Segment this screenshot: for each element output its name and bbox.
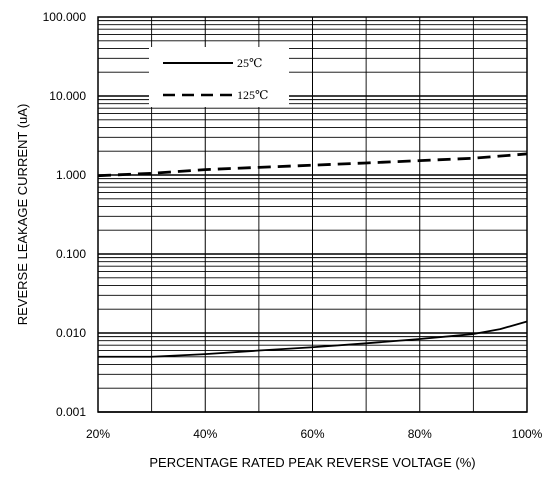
y-axis-title: REVERSE LEAKAGE CURRENT (uA) [15, 104, 30, 326]
plot-frame [97, 16, 528, 413]
x-tick-label: 100% [512, 427, 543, 441]
y-tick-label: 0.001 [56, 405, 86, 419]
legend-label-25c: 25℃ [237, 56, 262, 70]
x-axis-title: PERCENTAGE RATED PEAK REVERSE VOLTAGE (%… [149, 455, 475, 470]
y-tick-label: 0.010 [56, 326, 86, 340]
y-tick-label: 10.000 [49, 89, 86, 103]
y-tick-label: 0.100 [56, 247, 86, 261]
series-lines [97, 152, 528, 358]
legend: 25℃ 125℃ [149, 47, 289, 107]
x-tick-label: 40% [193, 427, 217, 441]
y-tick-label: 1.000 [56, 168, 86, 182]
legend-label-125c: 125℃ [237, 88, 268, 102]
y-tick-label: 100.000 [43, 10, 87, 24]
x-tick-label: 60% [300, 427, 324, 441]
y-tick-labels: 0.001 0.010 0.100 1.000 10.000 100.000 [43, 10, 87, 419]
x-tick-label: 80% [408, 427, 432, 441]
x-tick-labels: 20% 40% 60% 80% 100% [86, 427, 543, 441]
x-tick-label: 20% [86, 427, 110, 441]
grid-lines [97, 17, 528, 413]
series-line-125c [97, 152, 528, 178]
legend-box [149, 47, 289, 107]
series-line-25c [98, 320, 528, 358]
